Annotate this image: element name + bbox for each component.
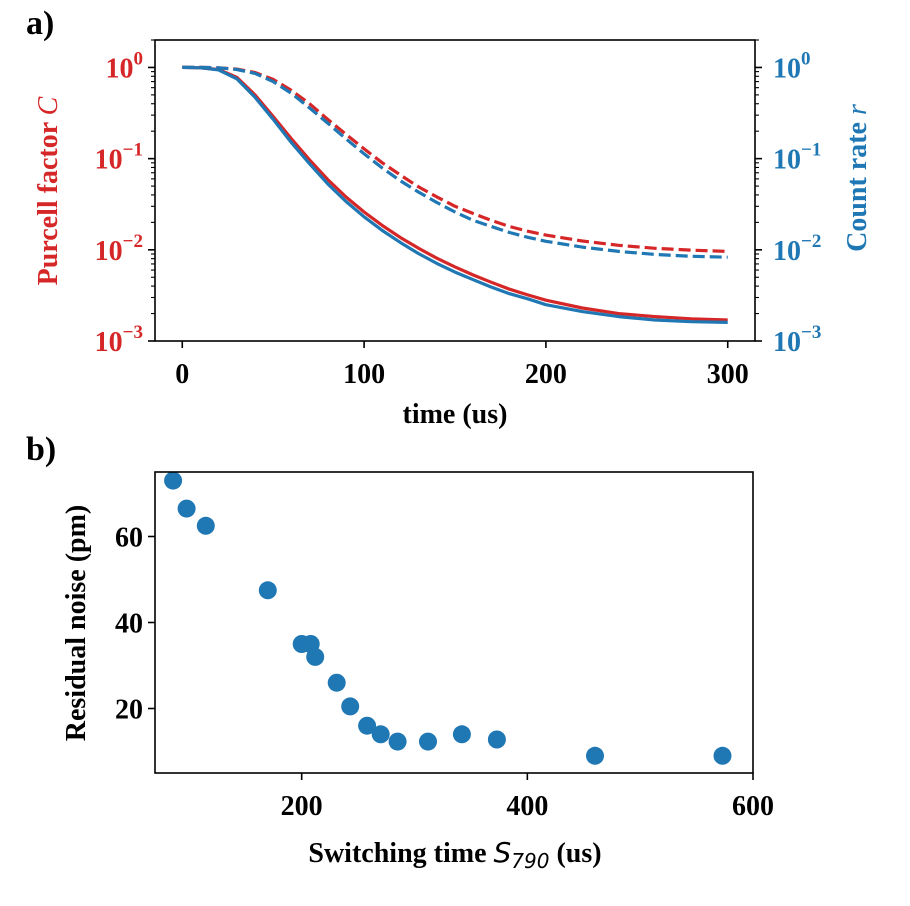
panel-a-y2-tick-label-exponent: 0 <box>801 48 811 69</box>
panel-b-data-point <box>327 673 346 692</box>
panel-a-y-tick-label-exponent: −3 <box>123 322 143 343</box>
panel-a-y2-axis-label-main: Count rate <box>842 115 873 252</box>
panel-b-data-point <box>358 716 377 735</box>
panel-a-y2-tick-label-base: 10 <box>773 236 801 267</box>
panel-a-y-tick-label-base: 10 <box>95 327 123 358</box>
panel-a-label: a) <box>26 5 54 42</box>
panel-a-series-line-1 <box>182 65 728 322</box>
panel-a-y-tick-label: 100 <box>106 48 144 84</box>
panel-b-data-point <box>164 471 183 490</box>
panel-a-y2-tick-label-exponent: −2 <box>801 231 821 252</box>
panel-b-label: b) <box>26 431 56 468</box>
panel-a-x-tick-label: 0 <box>175 359 189 390</box>
panel-b-data-point <box>258 581 277 600</box>
panel-a-series-group <box>182 65 728 324</box>
panel-b-data-point <box>419 732 437 751</box>
panel-a-y2-axis-label-symbol: r <box>842 104 873 115</box>
panel-b-x-axis-label: Switching time S790 (us) <box>308 836 601 873</box>
panel-a-x-tick-label: 100 <box>343 359 385 390</box>
panel-a-y2-tick-label: 10−2 <box>773 231 821 267</box>
panel-b-y-tick-label: 40 <box>115 609 143 640</box>
panel-b-y-tick-label: 20 <box>115 695 143 726</box>
panel-a-y2-tick-label: 100 <box>773 48 811 84</box>
panel-a-y2-tick-label-exponent: −3 <box>801 322 821 343</box>
panel-a-y-tick-label-base: 10 <box>95 236 123 267</box>
panel-b-x-axis-label-pre: Switching time <box>308 838 493 869</box>
panel-b-data-point <box>713 746 732 765</box>
panel-a-y-tick-label: 10−1 <box>95 140 143 176</box>
panel-b-x-tick-label: 200 <box>281 791 323 822</box>
panel-b: b) 200 400 600 20 40 60 Switching time S790 … <box>26 431 774 873</box>
panel-b-points-group <box>164 471 732 765</box>
panel-a-y2-axis-label: Count rate r <box>842 104 873 252</box>
panel-a-y-tick-label-exponent: −2 <box>123 231 143 252</box>
panel-a-series-line-4 <box>182 65 728 259</box>
panel-a-series-line-2 <box>182 65 728 324</box>
panel-a-y-tick-label-base: 10 <box>106 53 134 84</box>
panel-b-x-axis-label-post: (us) <box>549 838 601 869</box>
panel-a-x-tick-label: 300 <box>707 359 749 390</box>
panel-a-y-axis-label-main: Purcell factor <box>33 115 64 285</box>
panel-b-x-tick-label: 600 <box>732 791 774 822</box>
panel-a-y2-tick-label-exponent: −1 <box>801 140 821 161</box>
panel-b-frame <box>154 471 754 774</box>
panel-a-y-tick-label: 10−3 <box>95 322 143 358</box>
panel-a-y2-tick-label-base: 10 <box>773 327 801 358</box>
panel-b-y-axis-label: Residual noise (pm) <box>61 505 92 741</box>
panel-a-frame <box>154 39 756 342</box>
panel-b-data-point <box>586 746 604 765</box>
panel-b-data-point <box>487 730 506 749</box>
panel-a-y-axis-label-symbol: C <box>33 96 64 115</box>
panel-b-data-point <box>306 647 325 666</box>
panel-b-data-point <box>371 725 390 744</box>
panel-b-data-point <box>341 697 360 716</box>
panel-a-series-line-3 <box>182 65 728 253</box>
panel-b-y-tick-label: 60 <box>115 523 143 554</box>
panel-b-x-ticks: 200 400 600 <box>281 773 774 822</box>
panel-a-y-tick-label-exponent: 0 <box>134 48 144 69</box>
panel-a-x-axis-label: time (us) <box>403 399 508 430</box>
panel-b-x-tick-label: 400 <box>506 791 548 822</box>
panel-a-x-tick-label: 200 <box>525 359 567 390</box>
panel-a-y2-tick-label-base: 10 <box>773 53 801 84</box>
panel-b-data-point <box>196 516 215 535</box>
panel-b-plot-area: 200 400 600 20 40 60 <box>115 471 774 822</box>
panel-b-data-point <box>388 732 407 751</box>
panel-a-x-ticks: 0 100 200 300 <box>175 341 749 390</box>
panel-a-y-tick-label-exponent: −1 <box>123 140 143 161</box>
panel-b-data-point <box>452 725 471 744</box>
panel-b-data-point <box>177 499 196 518</box>
panel-a-y-tick-label: 10−2 <box>95 231 143 267</box>
panel-b-x-axis-label-subscript: 790 <box>511 849 549 873</box>
panel-b-y-ticks: 20 40 60 <box>115 523 155 726</box>
panel-a-y-axis-label: Purcell factor C <box>33 96 64 285</box>
panel-b-x-axis-label-symbol: S <box>494 836 512 869</box>
panel-a-y2-tick-label-base: 10 <box>773 145 801 176</box>
panel-a-y2-tick-label: 10−3 <box>773 322 821 358</box>
panel-a-y2-tick-label: 10−1 <box>773 140 821 176</box>
panel-a-y-tick-label-base: 10 <box>95 145 123 176</box>
